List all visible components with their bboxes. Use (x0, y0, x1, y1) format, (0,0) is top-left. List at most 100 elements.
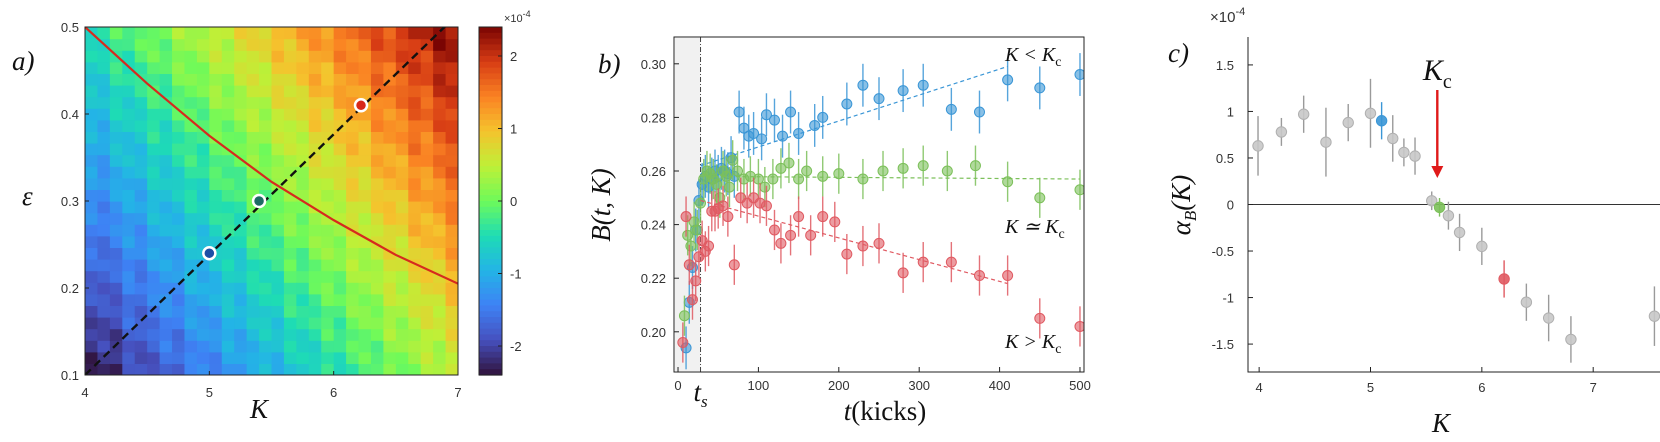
heatmap-cell (321, 96, 335, 109)
colorbar-segment (479, 183, 502, 190)
data-point (703, 240, 715, 252)
heatmap-cell (433, 73, 447, 86)
heatmap-cell (283, 85, 297, 98)
heatmap-cell (246, 270, 260, 283)
heatmap-cell (196, 108, 210, 121)
heatmap-cell (97, 259, 111, 272)
heatmap-cell (234, 247, 248, 260)
heatmap-cell (259, 328, 273, 341)
heatmap-cell (308, 340, 322, 353)
heatmap-cell (445, 224, 458, 237)
colorbar-tick-label: 0 (510, 194, 517, 209)
heatmap-cell (321, 73, 335, 86)
heatmap-cell (346, 340, 360, 353)
heatmap-cell (283, 166, 297, 179)
heatmap-cell (383, 201, 397, 214)
heatmap-cell (259, 212, 273, 225)
heatmap-cell (122, 259, 136, 272)
heatmap-cell (420, 189, 434, 202)
colorbar-segment (479, 317, 502, 324)
heatmap-cell (246, 166, 260, 179)
colorbar-segment (479, 137, 502, 144)
heatmap-cell (445, 212, 458, 225)
heatmap-cell (234, 189, 248, 202)
heatmap-cell (333, 305, 347, 318)
heatmap-cell (122, 247, 136, 260)
heatmap-cell (209, 108, 223, 121)
heatmap-cell (259, 131, 273, 144)
heatmap-cell (234, 259, 248, 272)
heatmap-cell (445, 305, 458, 318)
heatmap-cell (346, 166, 360, 179)
heatmap-cell (122, 189, 136, 202)
heatmap-cell (221, 131, 235, 144)
heatmap-cell (420, 73, 434, 86)
heatmap-cell (97, 108, 111, 121)
heatmap-cell (296, 270, 310, 283)
heatmap-cell (97, 201, 111, 214)
data-point (817, 170, 829, 182)
heatmap-cell (296, 293, 310, 306)
heatmap-cell (346, 282, 360, 295)
heatmap-cell (271, 305, 285, 318)
heatmap-cell (383, 212, 397, 225)
colorbar-segment (479, 276, 502, 283)
heatmap-cell (283, 38, 297, 51)
heatmap-cell (196, 235, 210, 248)
heatmap-cell (246, 363, 260, 375)
heatmap-cell (296, 363, 310, 375)
heatmap-cell (147, 259, 161, 272)
data-point (1565, 333, 1577, 346)
heatmap-cell (420, 50, 434, 63)
colorbar-tick-label: 2 (510, 49, 517, 64)
heatmap-cell (370, 177, 384, 190)
heatmap-cell (184, 282, 198, 295)
heatmap-cell (246, 328, 260, 341)
heatmap-cell (358, 38, 372, 51)
heatmap-cell (346, 235, 360, 248)
data-point (682, 229, 694, 241)
data-point (1002, 74, 1014, 86)
heatmap-cell (408, 235, 422, 248)
heatmap-cell (346, 259, 360, 272)
heatmap-cell (420, 177, 434, 190)
heatmap-cell (184, 108, 198, 121)
heatmap-cell (271, 351, 285, 364)
data-point (793, 173, 805, 185)
heatmap-cell (147, 201, 161, 214)
heatmap-cell (333, 96, 347, 109)
heatmap-cell (234, 38, 248, 51)
heatmap-cell (221, 50, 235, 63)
heatmap-cell (358, 166, 372, 179)
panel-b-ylabel: B(t, K) (586, 168, 616, 242)
heatmap-cell (445, 351, 458, 364)
heatmap-cell (147, 293, 161, 306)
heatmap-cell (196, 166, 210, 179)
heatmap-cell (296, 38, 310, 51)
heatmap-cell (234, 177, 248, 190)
data-point (877, 165, 889, 177)
heatmap-cell (408, 201, 422, 214)
heatmap-cell (122, 73, 136, 86)
heatmap-cell (209, 201, 223, 214)
heatmap-cell (433, 247, 447, 260)
heatmap-cell (172, 189, 186, 202)
heatmap-cell (420, 293, 434, 306)
heatmap-cell (420, 224, 434, 237)
heatmap-cell (147, 351, 161, 364)
heatmap-cell (109, 61, 123, 74)
heatmap-cell (408, 270, 422, 283)
heatmap-cell (246, 177, 260, 190)
heatmap-cell (172, 340, 186, 353)
heatmap-cell (85, 166, 99, 179)
heatmap-cell (358, 177, 372, 190)
heatmap-cell (333, 247, 347, 260)
heatmap-cell (109, 351, 123, 364)
heatmap-cell (184, 154, 198, 167)
heatmap-cell (221, 224, 235, 237)
heatmap-cell (85, 154, 99, 167)
data-point (897, 267, 909, 279)
colorbar-segment (479, 334, 502, 341)
heatmap-cell (134, 305, 148, 318)
heatmap-cell (333, 85, 347, 98)
